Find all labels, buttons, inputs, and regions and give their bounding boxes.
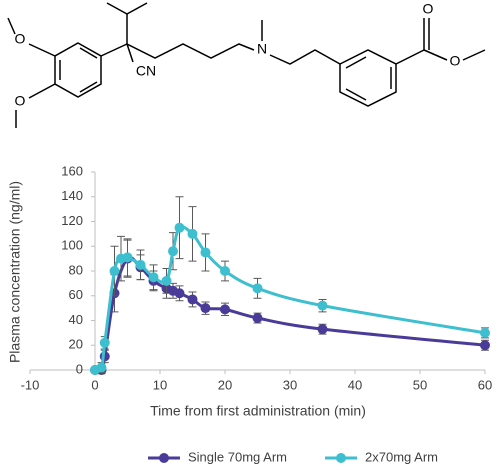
marker [480, 327, 490, 338]
chemical-structure: O O CN N O O [7, 1, 486, 128]
ring [339, 49, 397, 107]
bond [345, 56, 367, 69]
marker [174, 222, 185, 233]
bond [100, 43, 128, 57]
legend-label: 2x70mg Arm [365, 449, 438, 464]
marker [200, 303, 211, 314]
bond [79, 47, 98, 59]
bond [7, 17, 16, 35]
x-axis-label: Time from first administration (min) [150, 403, 366, 419]
marker [168, 246, 178, 257]
atom: O [15, 31, 26, 47]
bond [395, 49, 425, 65]
x-tick-label: 40 [348, 377, 362, 392]
marker [187, 228, 198, 239]
y-tick-label: 40 [69, 312, 83, 327]
marker [317, 300, 328, 311]
legend-swatch [159, 453, 169, 463]
chain [269, 49, 341, 65]
atom: O [15, 93, 26, 109]
atom: N [257, 41, 267, 57]
x-tick-label: -10 [21, 377, 40, 392]
ring [54, 42, 102, 98]
marker [135, 259, 146, 270]
x-tick-label: 0 [91, 377, 98, 392]
marker [220, 304, 230, 315]
marker [200, 247, 211, 258]
marker [252, 313, 263, 324]
y-tick-label: 0 [76, 361, 83, 376]
y-tick-label: 120 [61, 213, 83, 228]
chain [126, 43, 255, 59]
marker [187, 294, 198, 305]
atom: CN [136, 63, 156, 79]
marker [148, 272, 159, 283]
y-tick-label: 100 [61, 238, 83, 253]
marker [252, 283, 263, 294]
marker [96, 362, 107, 373]
marker [220, 266, 230, 276]
bond [345, 88, 367, 101]
y-axis-label: Plasma concentration (ng/ml) [7, 181, 23, 363]
marker [480, 340, 490, 351]
bond [106, 2, 128, 15]
x-tick-label: 50 [413, 377, 427, 392]
y-tick-label: 80 [69, 262, 83, 277]
y-tick-label: 160 [61, 163, 83, 178]
x-tick-label: 20 [218, 377, 232, 392]
legend-swatch [336, 453, 346, 463]
y-tick-label: 60 [69, 287, 83, 302]
x-tick-label: 30 [283, 377, 297, 392]
x-tick-label: 60 [478, 377, 492, 392]
y-tick-label: 140 [61, 188, 83, 203]
marker [109, 266, 120, 276]
series-line [94, 225, 486, 372]
bond [28, 43, 56, 57]
bond [79, 81, 98, 93]
legend-label: Single 70mg Arm [188, 449, 287, 464]
bond [126, 2, 148, 15]
x-tick-label: 10 [153, 377, 167, 392]
marker [161, 275, 172, 286]
bond [126, 43, 134, 63]
atom: O [423, 1, 434, 17]
bond [423, 49, 448, 61]
y-tick-label: 20 [69, 337, 83, 352]
plot: 0 20 40 60 80 100 120 140 160 -10 0 10 20 30 40 50 60 Sin… [21, 163, 493, 464]
marker [174, 288, 185, 299]
bond [462, 49, 486, 61]
marker [99, 337, 110, 348]
marker [317, 324, 328, 335]
marker [122, 252, 133, 263]
bond [28, 83, 56, 99]
atom: O [450, 53, 461, 69]
